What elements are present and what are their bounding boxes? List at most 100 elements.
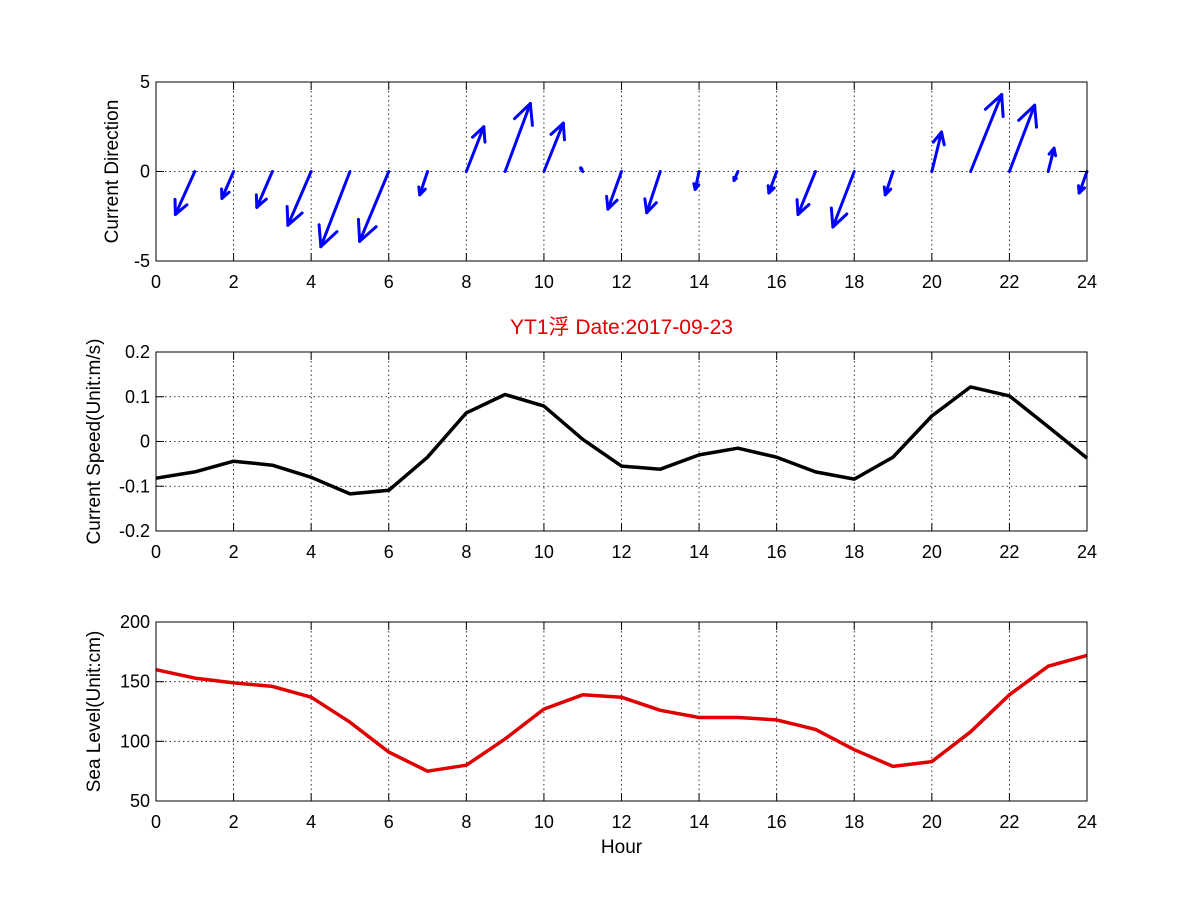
current-speed-ytick-label: 0.1 (125, 387, 150, 407)
current-direction-xtick-label: 18 (844, 272, 864, 292)
current-direction-arrow-head-left (795, 198, 800, 216)
current-direction-arrow (1046, 146, 1058, 173)
current-direction-xtick-label: 0 (151, 272, 161, 292)
current-direction-arrow-head-left (482, 125, 487, 144)
current-direction-arrow (317, 170, 352, 249)
current-direction-arrow-head-right (796, 203, 811, 216)
current-direction-arrow (579, 166, 585, 173)
current-direction-arrow-head-left (561, 121, 566, 142)
current-speed-xtick-label: 22 (999, 542, 1019, 562)
current-direction-arrow-head-left (356, 217, 362, 243)
sea-level-ytick-label: 50 (130, 791, 150, 811)
current-speed-xtick-label: 18 (844, 542, 864, 562)
current-speed-ytick-label: -0.1 (119, 476, 150, 496)
current-direction-arrow (417, 170, 430, 197)
current-direction-arrow-shaft (606, 170, 623, 211)
current-speed-xtick-label: 10 (534, 542, 554, 562)
current-direction-arrow-shaft (464, 125, 486, 173)
current-direction-arrow-head-left (254, 193, 259, 209)
current-direction-arrow-shaft (173, 170, 197, 216)
current-direction-xtick-label: 6 (384, 272, 394, 292)
current-direction-xtick-label: 10 (534, 272, 554, 292)
sea-level-xtick-label: 24 (1077, 812, 1097, 832)
current-direction-arrow-head-right (1077, 186, 1086, 195)
current-direction-xtick-label: 8 (461, 272, 471, 292)
current-direction-arrow-shaft (358, 170, 391, 243)
current-speed-xtick-label: 4 (306, 542, 316, 562)
current-direction-arrow-shaft (930, 130, 944, 173)
current-direction-arrow-shaft (255, 170, 274, 209)
current-direction-arrow-head-right (255, 197, 268, 209)
current-direction-xtick-label: 22 (999, 272, 1019, 292)
current-direction-arrow (542, 121, 566, 173)
current-direction-arrow-head-left (605, 194, 610, 211)
current-direction-arrow (795, 170, 817, 216)
sea-level-xlabel: Hour (601, 837, 643, 858)
current-speed-xtick-label: 8 (461, 542, 471, 562)
current-direction-arrow-shaft (503, 101, 532, 173)
current-direction-arrow (643, 170, 662, 215)
current-direction-arrow (692, 170, 701, 191)
current-direction-arrow-head-right (983, 93, 1004, 111)
current-direction-arrow-head-left (285, 204, 290, 227)
current-direction-arrow-head-left (528, 101, 534, 127)
current-direction-arrow-head-left (317, 223, 323, 249)
sea-level-ytick-label: 150 (120, 672, 150, 692)
current-speed-ytick-label: -0.2 (119, 521, 150, 541)
current-direction-arrow (829, 170, 856, 229)
current-direction-arrow-head-left (829, 206, 835, 229)
sea-level-ylabel: Sea Level(Unit:cm) (84, 631, 105, 793)
current-direction-xtick-label: 24 (1077, 272, 1097, 292)
current-speed-xtick-label: 16 (767, 542, 787, 562)
current-speed-ytick-label: 0 (140, 432, 150, 452)
current-direction-arrow-shaft (969, 93, 1004, 173)
current-direction-arrow-shaft (1077, 170, 1089, 195)
current-direction-arrow-head-left (1033, 103, 1039, 129)
current-direction-arrow-shaft (831, 170, 856, 229)
sea-level-xtick-label: 10 (534, 812, 554, 832)
current-direction-arrow-shaft (796, 170, 817, 216)
sea-level-ytick-label: 200 (120, 612, 150, 632)
current-speed-xtick-label: 6 (384, 542, 394, 562)
current-speed-xtick-label: 0 (151, 542, 161, 562)
current-speed-xtick-label: 2 (229, 542, 239, 562)
current-direction-ytick-label: 0 (140, 162, 150, 182)
current-direction-arrow-shaft (542, 121, 565, 173)
current-direction-xtick-label: 4 (306, 272, 316, 292)
current-direction-arrow-head-left (940, 130, 946, 147)
current-direction-arrow (220, 170, 236, 200)
current-direction-arrow (969, 93, 1005, 173)
current-direction-arrow-shaft (220, 170, 236, 200)
current-direction-arrow-shaft (645, 170, 662, 215)
current-direction-arrow-head-right (883, 187, 893, 197)
current-direction-arrow-head-right (512, 101, 532, 121)
sea-level-ytick-label: 100 (120, 731, 150, 751)
sea-level-xtick-label: 20 (922, 812, 942, 832)
current-direction-xtick-label: 14 (689, 272, 709, 292)
current-direction-arrow (254, 170, 274, 209)
current-speed-ytick-label: 0.2 (125, 342, 150, 362)
sea-level-xtick-label: 18 (844, 812, 864, 832)
current-direction-arrow-head-right (831, 212, 849, 229)
sea-level-xtick-label: 0 (151, 812, 161, 832)
sea-level-xtick-label: 8 (461, 812, 471, 832)
sea-level-xtick-label: 2 (229, 812, 239, 832)
current-direction-arrow (356, 170, 391, 243)
current-direction-arrow (464, 125, 487, 173)
current-direction-arrow (285, 170, 313, 227)
sea-level-xtick-label: 12 (611, 812, 631, 832)
current-direction-arrow-head-left (643, 197, 649, 215)
current-speed-panel: 0 2 4 6 8 10 12 14 16 18 20 22 24-0.2-0.100.10.2Curr… (84, 316, 1097, 562)
current-direction-arrow (173, 170, 197, 216)
current-direction-ytick-label: 5 (140, 72, 150, 92)
current-speed-ylabel: Current Speed(Unit:m/s) (84, 339, 105, 545)
current-speed-xtick-label: 24 (1077, 542, 1097, 562)
sea-level-xtick-label: 6 (384, 812, 394, 832)
current-direction-arrow-head-right (418, 187, 427, 197)
current-direction-arrow-head-right (549, 121, 565, 136)
current-direction-xtick-label: 16 (767, 272, 787, 292)
current-direction-arrow (503, 101, 534, 173)
current-direction-arrow-head-left (1000, 93, 1005, 118)
